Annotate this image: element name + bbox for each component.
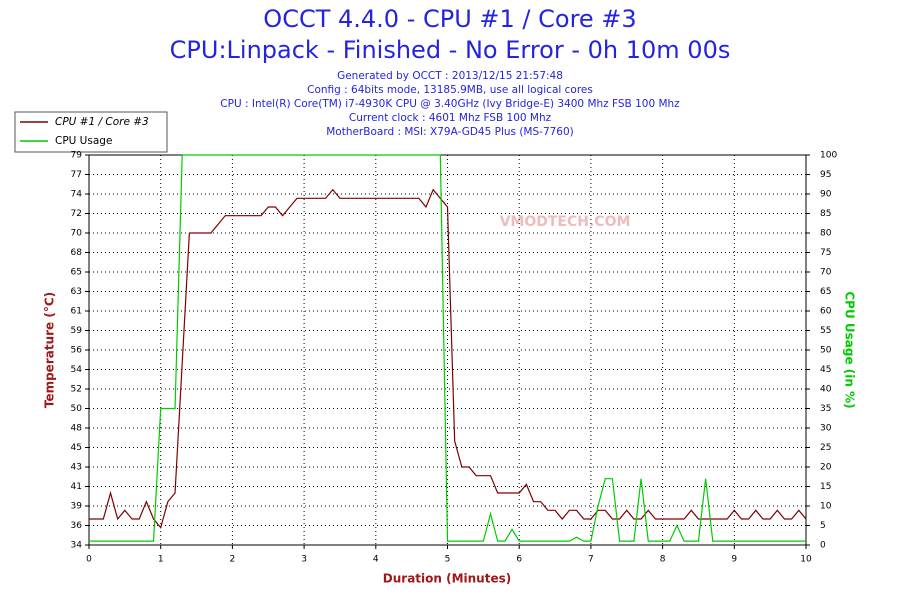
y-tick-label: 70 [71,229,83,239]
y-tick-label: 45 [71,443,82,453]
y2-tick-label: 100 [820,151,837,161]
y2-tick-label: 40 [820,385,832,395]
x-tick-label: 8 [660,555,666,565]
y-tick-label: 41 [71,482,82,492]
y2-tick-label: 60 [820,307,832,317]
chart-subtitle: CPU:Linpack - Finished - No Error - 0h 1… [170,36,731,64]
y2-tick-label: 0 [820,541,826,551]
y2-tick-label: 30 [820,424,832,434]
series-line [89,154,806,542]
info-line: Current clock : 4601 Mhz FSB 100 Mhz [349,112,552,124]
y2-tick-label: 65 [820,287,831,297]
y-axis-label: Temperature (°C) [43,292,57,408]
info-line: Config : 64bits mode, 13185.9MB, use all… [307,84,593,96]
x-tick-label: 2 [230,555,236,565]
y-tick-label: 74 [71,190,83,200]
y2-tick-label: 20 [820,463,832,473]
y2-tick-label: 15 [820,482,831,492]
y-tick-label: 77 [71,170,82,180]
legend [14,111,168,153]
y2-tick-label: 80 [820,229,832,239]
x-tick-label: 0 [86,555,92,565]
y-tick-label: 39 [71,502,83,512]
y2-tick-label: 95 [820,170,831,180]
y2-tick-label: 10 [820,502,832,512]
y-tick-label: 63 [71,287,82,297]
x-tick-label: 9 [731,555,737,565]
y2-tick-label: 85 [820,209,831,219]
x-tick-label: 10 [800,555,812,565]
chart-title: OCCT 4.4.0 - CPU #1 / Core #3 [263,5,636,33]
y-tick-label: 79 [71,151,83,161]
y-tick-label: 65 [71,268,82,278]
y-tick-label: 61 [71,307,82,317]
y-tick-label: 52 [71,385,82,395]
y-tick-label: 56 [71,346,83,356]
info-line: MotherBoard : MSI: X79A-GD45 Plus (MS-77… [326,126,574,138]
y2-tick-label: 70 [820,268,832,278]
x-tick-label: 3 [301,555,307,565]
y2-tick-label: 90 [820,190,832,200]
y2-tick-label: 25 [820,443,831,453]
y2-tick-label: 55 [820,326,831,336]
x-axis-label: Duration (Minutes) [383,572,511,586]
x-tick-label: 5 [445,555,451,565]
y-tick-label: 48 [71,424,83,434]
series-line [89,188,807,529]
y2-tick-label: 35 [820,404,831,414]
x-tick-label: 6 [516,555,522,565]
y2-tick-label: 45 [820,365,831,375]
legend-label: CPU Usage [55,135,112,147]
y-tick-label: 72 [71,209,82,219]
y-tick-label: 68 [71,248,83,258]
y-tick-label: 50 [71,404,83,414]
y-tick-label: 43 [71,463,82,473]
legend-label: CPU #1 / Core #3 [55,116,149,128]
y-tick-label: 36 [71,521,83,531]
y2-tick-label: 5 [820,521,826,531]
y-tick-label: 54 [71,365,83,375]
y2-tick-label: 50 [820,346,832,356]
x-tick-label: 7 [588,555,594,565]
info-line: CPU : Intel(R) Core(TM) i7-4930K CPU @ 3… [220,98,680,110]
info-line: Generated by OCCT : 2013/12/15 21:57:48 [337,70,563,82]
x-tick-label: 4 [373,555,379,565]
watermark: VMODTECH.COM [500,214,631,230]
x-tick-label: 1 [158,555,164,565]
y2-tick-label: 75 [820,248,831,258]
y2-axis-label: CPU Usage (in %) [843,291,857,408]
y-tick-label: 34 [71,541,83,551]
y-tick-label: 59 [71,326,83,336]
